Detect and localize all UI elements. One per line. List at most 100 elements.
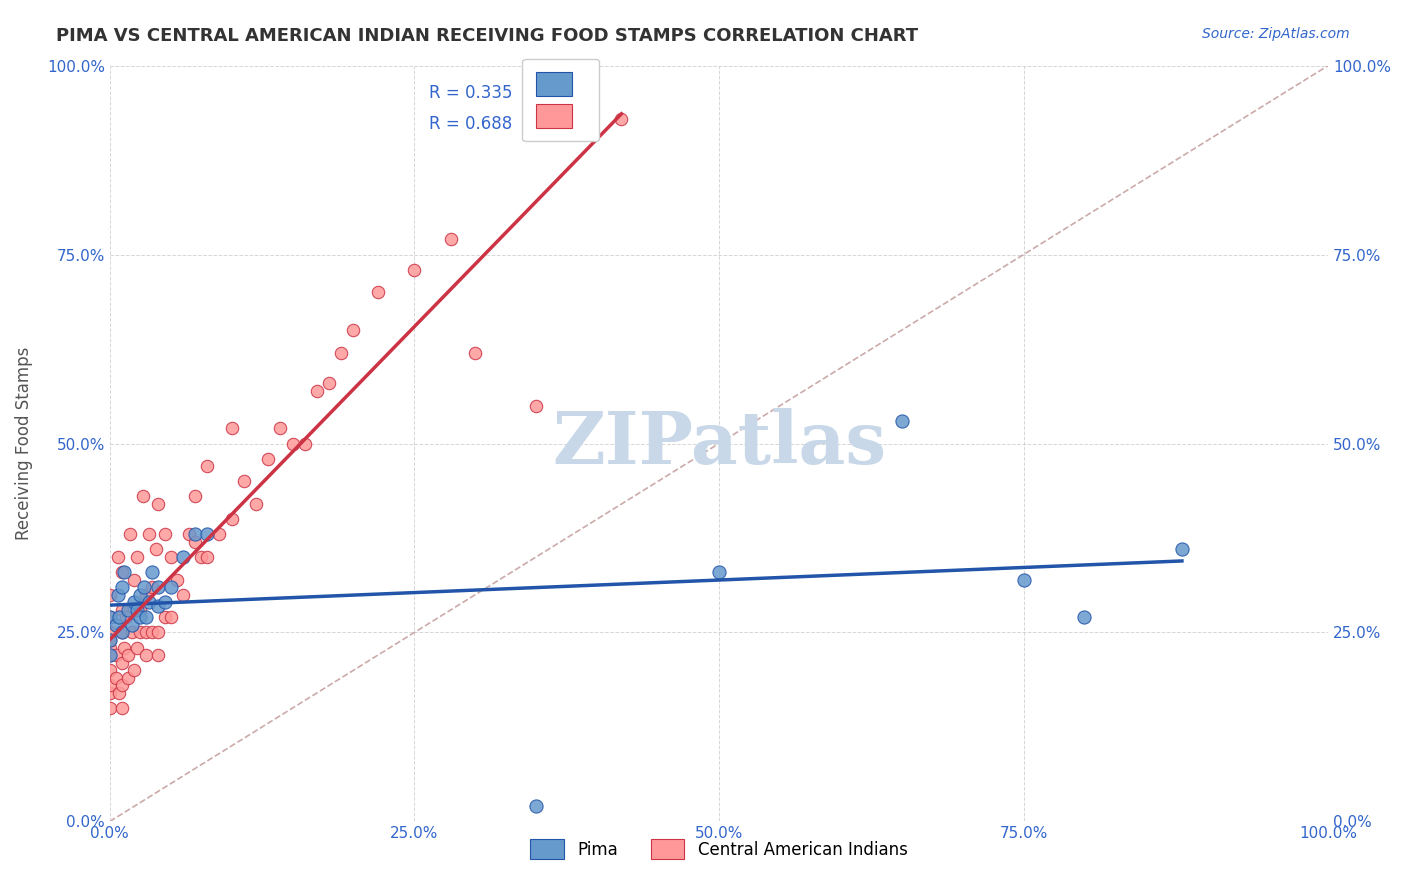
Text: R = 0.688   N = 74: R = 0.688 N = 74 — [429, 115, 586, 133]
Point — [131, 490, 153, 504]
Point — [148, 648, 170, 662]
Point — [129, 610, 152, 624]
Point — [281, 436, 304, 450]
Point — [318, 376, 340, 390]
Point — [269, 421, 291, 435]
Point — [153, 610, 176, 624]
Point — [153, 595, 176, 609]
Point — [104, 648, 127, 662]
Point — [125, 640, 148, 655]
Point — [135, 588, 157, 602]
Point — [141, 625, 163, 640]
Y-axis label: Receiving Food Stamps: Receiving Food Stamps — [15, 347, 32, 541]
Point — [257, 451, 280, 466]
Point — [122, 663, 145, 677]
Point — [111, 656, 134, 670]
Point — [121, 625, 143, 640]
Point — [98, 686, 121, 700]
Point — [104, 671, 127, 685]
Point — [221, 421, 243, 435]
Point — [98, 701, 121, 715]
Point — [129, 588, 152, 602]
Point — [120, 527, 142, 541]
Point — [148, 599, 170, 613]
Point — [135, 625, 157, 640]
Point — [111, 580, 134, 594]
Point — [98, 610, 121, 624]
Point — [111, 603, 134, 617]
Point — [107, 549, 129, 564]
Point — [159, 610, 181, 624]
Point — [141, 580, 163, 594]
Point — [464, 346, 486, 360]
Point — [122, 573, 145, 587]
Point — [367, 285, 389, 300]
Point — [172, 588, 194, 602]
Point — [159, 549, 181, 564]
Point — [112, 565, 135, 579]
Point — [1012, 573, 1035, 587]
Point — [104, 618, 127, 632]
Point — [1171, 542, 1194, 557]
Text: R = 0.335   N = 32: R = 0.335 N = 32 — [429, 85, 586, 103]
Point — [141, 565, 163, 579]
Point — [148, 625, 170, 640]
Point — [98, 663, 121, 677]
Point — [890, 414, 912, 428]
Point — [111, 701, 134, 715]
Point — [108, 686, 131, 700]
Point — [707, 565, 730, 579]
Point — [172, 549, 194, 564]
Point — [166, 573, 188, 587]
Point — [184, 490, 207, 504]
Point — [294, 436, 316, 450]
Point — [98, 588, 121, 602]
Point — [342, 323, 364, 337]
Point — [184, 527, 207, 541]
Point — [148, 580, 170, 594]
Point — [114, 610, 136, 624]
Point — [98, 610, 121, 624]
Point — [524, 399, 547, 413]
Point — [159, 580, 181, 594]
Point — [221, 512, 243, 526]
Point — [108, 610, 131, 624]
Point — [129, 603, 152, 617]
Point — [184, 534, 207, 549]
Point — [98, 648, 121, 662]
Point — [117, 603, 139, 617]
Point — [111, 625, 134, 640]
Point — [112, 640, 135, 655]
Point — [111, 625, 134, 640]
Point — [98, 678, 121, 692]
Point — [610, 112, 633, 126]
Point — [1073, 610, 1095, 624]
Point — [98, 648, 121, 662]
Point — [404, 262, 426, 277]
Point — [138, 527, 160, 541]
Point — [121, 618, 143, 632]
Point — [208, 527, 231, 541]
Point — [330, 346, 353, 360]
Point — [190, 549, 212, 564]
Point — [98, 640, 121, 655]
Point — [135, 610, 157, 624]
Point — [145, 542, 167, 557]
Point — [117, 648, 139, 662]
Text: ZIPatlas: ZIPatlas — [553, 408, 886, 479]
Text: PIMA VS CENTRAL AMERICAN INDIAN RECEIVING FOOD STAMPS CORRELATION CHART: PIMA VS CENTRAL AMERICAN INDIAN RECEIVIN… — [56, 27, 918, 45]
Point — [232, 475, 254, 489]
Point — [98, 625, 121, 640]
Point — [132, 580, 155, 594]
Point — [195, 549, 218, 564]
Point — [117, 671, 139, 685]
Point — [138, 595, 160, 609]
Point — [107, 588, 129, 602]
Point — [148, 497, 170, 511]
Point — [125, 603, 148, 617]
Point — [111, 565, 134, 579]
Point — [122, 595, 145, 609]
Legend: , : , — [522, 59, 599, 141]
Point — [440, 232, 463, 246]
Text: Source: ZipAtlas.com: Source: ZipAtlas.com — [1202, 27, 1350, 41]
